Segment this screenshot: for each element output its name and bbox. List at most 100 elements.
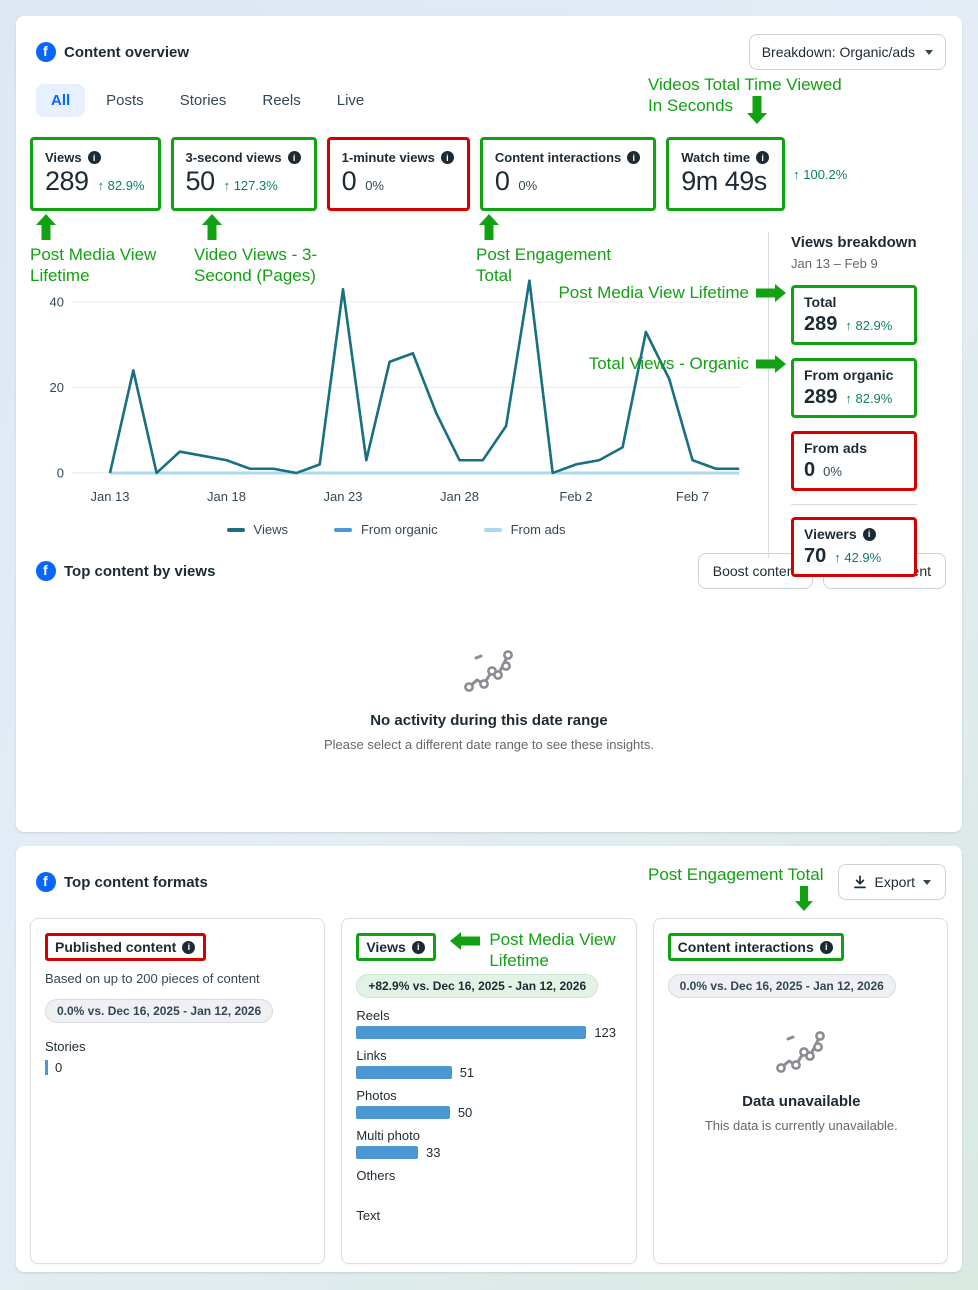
metric-card-views[interactable]: Views289 ↑ 82.9%	[30, 137, 161, 211]
metric-delta: ↑ 127.3%	[223, 178, 278, 193]
content-overview-card: Content overview Breakdown: Organic/ads …	[16, 16, 962, 832]
metric-label: Views	[45, 150, 145, 165]
annotation-interactions: Post Engagement Total	[476, 245, 612, 286]
metric-card-content-interactions[interactable]: Content interactions0 0%	[479, 137, 657, 211]
breakdown-value-row: 289 ↑ 82.9%	[804, 313, 904, 336]
content-interactions-title-box: Content interactions	[667, 933, 844, 961]
metric-value: 0	[494, 166, 510, 196]
metric-label-text: 1-minute views	[341, 150, 435, 165]
annotation-post-engagement: Post Engagement Total	[648, 865, 824, 884]
bar-photos	[356, 1106, 450, 1119]
breakdown-dropdown-label: Breakdown: Organic/ads	[761, 44, 915, 60]
breakdown-from-organic: From organic 289 ↑ 82.9%	[791, 358, 917, 418]
metric-value: 289	[45, 166, 89, 196]
info-icon[interactable]	[411, 940, 425, 954]
line-chart-svg: 0 20 40 Jan 13 Jan 18 Jan 23 Jan 28 Feb 2 Feb 7	[50, 279, 740, 504]
stories-stat-row: 0	[45, 1060, 312, 1075]
views-breakdown-title: Views breakdown	[791, 234, 917, 251]
legend-item-from-organic: From organic	[333, 522, 438, 537]
legend-label: Views	[253, 522, 288, 537]
bar-links	[356, 1066, 452, 1079]
breakdown-value: 70	[804, 545, 827, 567]
metric-delta: ↑ 82.9%	[97, 178, 145, 193]
page-title: Content overview	[64, 43, 190, 61]
metric-card-1-minute-views[interactable]: 1-minute views0 0%	[326, 137, 470, 211]
annotation-arrow-left-icon	[450, 932, 481, 950]
breakdown-delta: ↑ 42.9%	[834, 550, 882, 565]
published-content-title: Published content	[55, 939, 177, 955]
panel-divider	[791, 504, 917, 505]
metric-value-row: 0 0%	[342, 166, 454, 197]
legend-swatch	[226, 527, 245, 532]
metric-content-interactions: Content interactions0 0%	[479, 137, 657, 211]
metric-value-row: 50 ↑ 127.3%	[186, 166, 301, 197]
bar-row-others	[356, 1186, 623, 1199]
breakdown-label: From ads	[804, 440, 904, 456]
stories-stat-label: Stories	[45, 1039, 86, 1054]
export-button[interactable]: Export	[837, 864, 946, 900]
comparison-pill: 0.0% vs. Dec 16, 2025 - Jan 12, 2026	[667, 974, 896, 998]
info-icon[interactable]	[287, 151, 301, 164]
info-icon[interactable]	[862, 527, 876, 541]
metric-value-row: 9m 49s	[681, 166, 769, 197]
tab-live[interactable]: Live	[336, 92, 365, 109]
breakdown-label-text: From ads	[804, 440, 868, 456]
metric-1-minute-views: 1-minute views0 0%	[326, 137, 470, 211]
metric-value: 9m 49s	[681, 166, 767, 196]
breakdown-total: Total 289 ↑ 82.9%	[791, 285, 917, 345]
breakdown-value-row: 0 0%	[804, 459, 904, 482]
views-card-title: Views	[366, 939, 406, 955]
legend-label: From ads	[510, 522, 566, 537]
bar-reels	[356, 1026, 587, 1039]
metric-watch-time: Watch time9m 49s ↑ 100.2%	[666, 137, 847, 211]
metric-card-3-second-views[interactable]: 3-second views50 ↑ 127.3%	[170, 137, 317, 211]
stories-zero-bar	[45, 1060, 48, 1075]
data-unavailable-subtitle: This data is currently unavailable.	[704, 1118, 898, 1133]
download-icon	[853, 875, 866, 889]
facebook-icon	[36, 42, 56, 62]
bar-category-label: Links	[356, 1048, 387, 1063]
info-icon[interactable]	[440, 151, 454, 164]
tab-all[interactable]: All	[36, 84, 86, 117]
bar-category-label: Reels	[356, 1008, 390, 1023]
empty-state-subtitle: Please select a different date range to …	[323, 737, 655, 752]
annotation-watch-time: Videos Total Time Viewed In Seconds	[648, 75, 842, 116]
info-icon[interactable]	[756, 151, 770, 164]
breakdown-viewers: Viewers 70 ↑ 42.9%	[791, 517, 917, 577]
info-icon[interactable]	[819, 940, 833, 954]
format-cards-row: Published content Based on up to 200 pie…	[30, 918, 948, 1264]
info-icon[interactable]	[182, 940, 196, 954]
metric-card-watch-time[interactable]: Watch time9m 49s	[666, 137, 786, 211]
top-content-formats-card: Top content formats Export Post Engageme…	[16, 846, 962, 1272]
views-line-chart: 0 20 40 Jan 13 Jan 18 Jan 23 Jan 28 Feb 2 Feb 7 …	[46, 233, 746, 537]
legend-item-views: Views	[226, 522, 288, 537]
annotation-views-format-label: Post Media View Lifetime	[489, 930, 616, 971]
breakdown-value-row: 70 ↑ 42.9%	[804, 545, 904, 568]
metric-delta: ↑ 100.2%	[793, 166, 848, 182]
bar-value: 33	[426, 1145, 441, 1160]
annotation-three-second: Video Views - 3-Second (Pages)	[194, 245, 318, 286]
bar-row-text	[356, 1226, 623, 1239]
svg-text:0: 0	[57, 466, 64, 481]
metric-label: 1-minute views	[342, 150, 454, 165]
breakdown-dropdown[interactable]: Breakdown: Organic/ads	[748, 34, 946, 70]
breakdown-label: From organic	[804, 367, 904, 383]
tab-reels[interactable]: Reels	[262, 92, 301, 109]
metric-3-second-views: 3-second views50 ↑ 127.3%	[170, 137, 317, 211]
annotation-organic-box-label: Total Views - Organic	[588, 354, 749, 373]
metric-value: 0	[341, 166, 357, 196]
info-icon[interactable]	[627, 151, 641, 164]
views-breakdown-date-range: Jan 13 – Feb 9	[791, 256, 878, 271]
info-icon[interactable]	[87, 151, 101, 164]
top-content-title: Top content by views	[64, 562, 216, 580]
metric-delta: 0%	[518, 178, 538, 193]
tab-stories[interactable]: Stories	[179, 92, 227, 109]
data-unavailable-title: Data unavailable	[742, 1093, 861, 1110]
content-overview-header: Content overview Breakdown: Organic/ads	[16, 16, 962, 70]
annotation-total-box-label: Post Media View Lifetime	[558, 283, 749, 302]
breakdown-from-ads: From ads 0 0%	[791, 431, 917, 491]
views-title-box: Views	[356, 933, 436, 961]
chart-legend: Views From organic From ads	[46, 522, 746, 537]
tab-posts[interactable]: Posts	[106, 92, 144, 109]
breakdown-value: 0	[804, 459, 816, 481]
